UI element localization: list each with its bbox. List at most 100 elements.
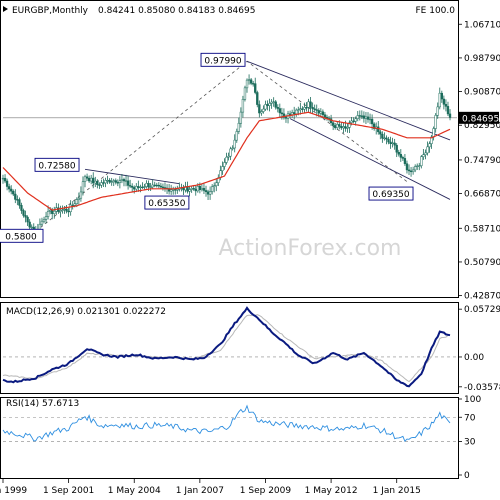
x-tick-label: 1 May 2012 [305,486,358,496]
price-candle [338,124,341,127]
price-candle [149,186,152,188]
price-candle [208,191,212,195]
price-candle [364,116,368,119]
price-candle [276,107,279,109]
price-candle [344,126,347,129]
channel-lower-line [289,118,451,200]
macd-tick-label: 0.057295 [464,305,500,315]
price-candle [448,113,452,118]
macd-line [2,306,451,388]
price-candle [274,101,277,108]
price-candle [108,179,111,183]
x-tick-label: 1 Sep 2009 [240,486,292,496]
price-candle [215,182,218,186]
price-candle [46,210,50,217]
price-candle [147,183,150,188]
price-candle [65,208,68,212]
price-candle [303,107,306,110]
price-candle [194,188,197,192]
price-candle [411,169,415,173]
price-candle [385,137,388,140]
price-candle [126,180,130,186]
triangle-upper-line [84,168,180,185]
price-candle [252,83,255,85]
price-candle [370,118,374,125]
price-candle [284,116,288,119]
price-candle [26,216,29,223]
price-candle [51,209,54,214]
price-candle [444,104,448,107]
rsi-line [2,404,451,442]
price-candle [319,111,322,114]
price-candle [399,153,402,158]
price-candle [321,111,325,115]
rsi-tick-label: 30 [464,438,476,448]
price-candle [98,184,101,186]
price-candle [20,205,23,211]
price-candle [69,204,72,212]
price-candle [49,209,52,212]
price-candle [397,151,400,155]
price-candle [223,162,226,167]
price-candle [100,182,103,186]
price-candle [42,219,46,222]
price-candle [200,188,204,190]
price-candle [3,177,7,182]
price-candle [211,186,214,192]
price-candle [309,101,312,108]
price-candle [368,118,372,121]
annotation-label: 0.72580 [34,157,80,172]
price-candle [122,179,126,182]
price-candle [356,115,359,119]
header-menu-icon[interactable] [3,6,8,12]
price-candle [299,108,302,111]
price-candle [128,185,132,187]
price-candle [440,92,443,100]
price-candle [141,186,144,189]
rsi-tick-label: 70 [464,413,476,423]
price-candle [206,191,210,195]
price-candle [14,193,17,200]
price-candle [143,186,146,188]
symbol-period-label: EURGBP,Monthly [12,6,89,16]
price-tick-label: 0.74790 [464,156,500,166]
price-candle [379,131,382,135]
price-candle [436,106,439,116]
annotation-box [200,52,246,67]
price-candle [235,131,238,141]
price-candle [118,180,122,183]
price-candle [446,106,450,115]
last-price-box [458,111,499,124]
moving-average-line [2,111,451,211]
price-candle [112,180,115,182]
price-candle [221,166,224,171]
price-candle [227,155,230,158]
price-candle [301,108,304,110]
price-candle [405,163,409,171]
price-candle [260,111,263,114]
price-candle [81,181,85,193]
ohlc-readout: 0.84241 0.85080 0.84183 0.84695 [98,6,255,16]
price-candle [264,104,267,110]
last-price-label: 0.84695 [462,114,499,124]
price-candle [407,169,411,172]
price-candle [350,120,353,123]
annotation-label: 0.5800 [0,228,44,243]
price-candle [44,216,48,220]
price-candle [434,115,437,129]
price-candle [77,197,81,200]
price-candle [383,137,386,139]
price-candle [342,126,345,129]
price-candle [198,186,202,190]
price-candle [176,189,179,191]
price-candle [305,107,308,109]
x-tick-label: 1 Jan 2015 [373,486,421,496]
price-candle [120,179,124,181]
macd-tick-label: -0.035781 [464,383,500,393]
price-candle [334,125,337,128]
annotation-text: 0.65350 [148,199,185,209]
price-candle [67,210,70,213]
annotation-box [368,186,414,201]
